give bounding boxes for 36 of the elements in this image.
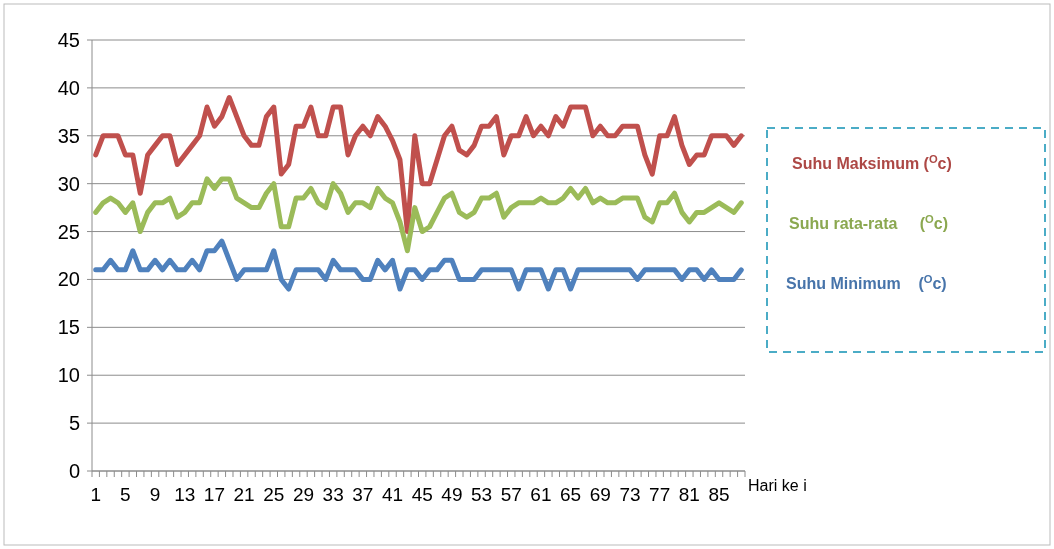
x-tick-label: 77 [649,484,671,505]
x-tick-label: 21 [233,484,255,505]
x-tick-label: 73 [619,484,641,505]
x-tick-label: 85 [708,484,730,505]
y-tick-label: 0 [68,460,80,482]
x-tick-label: 1 [90,484,101,505]
x-tick-label: 65 [560,484,582,505]
x-tick-label: 33 [322,484,344,505]
x-tick-label: 69 [589,484,611,505]
x-tick-label: 57 [500,484,522,505]
x-tick-label: 45 [411,484,433,505]
x-tick-label: 37 [352,484,374,505]
y-tick-label: 25 [57,220,80,243]
x-axis-title: Hari ke i [748,477,807,494]
text: Suhu Minimum ($^{O}$c) [786,272,947,292]
x-tick-label: 13 [174,484,196,505]
y-tick-label: 30 [57,172,80,195]
x-tick-label: 17 [203,484,226,505]
text: Suhu rata-rata ($^{O}$c) [789,212,948,232]
x-tick-label: 25 [263,484,285,505]
y-tick-label: 15 [57,316,80,339]
text: Suhu Maksimum ($^{O}$c) [792,152,952,172]
x-tick-label: 29 [292,484,315,505]
x-tick-label: 9 [149,484,161,505]
x-tick-label: 49 [441,484,463,505]
y-tick-label: 45 [57,29,80,51]
x-tick-label: 81 [678,484,700,505]
y-tick-label: 5 [68,412,80,435]
y-tick-label: 20 [57,268,80,291]
x-tick-label: 5 [120,484,131,505]
y-tick-label: 40 [57,76,80,99]
x-tick-label: 53 [471,484,493,505]
x-tick-label: 61 [530,484,552,505]
y-tick-label: 35 [57,124,80,147]
y-tick-label: 10 [57,364,80,387]
x-tick-label: 41 [381,484,404,505]
